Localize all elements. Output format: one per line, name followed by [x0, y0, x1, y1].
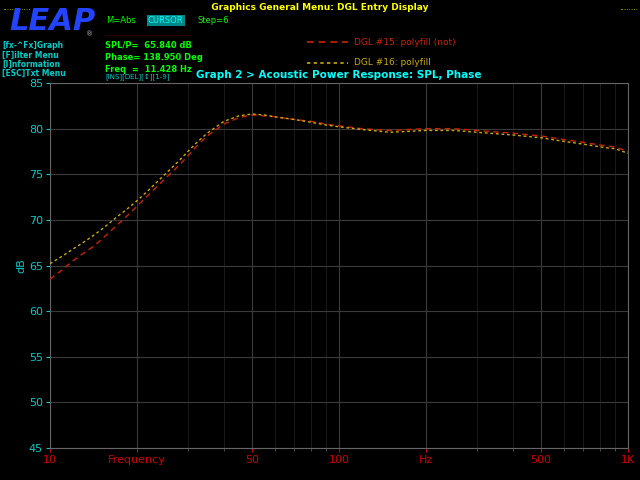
Text: SPL/P=  65.840 dB: SPL/P= 65.840 dB: [105, 41, 192, 50]
Text: ..........................................: ........................................…: [105, 32, 189, 37]
Text: Graphics General Menu: DGL Entry Display: Graphics General Menu: DGL Entry Display: [205, 2, 435, 12]
Text: Freq  =  11.428 Hz: Freq = 11.428 Hz: [105, 65, 192, 74]
Text: Step=6: Step=6: [198, 16, 230, 25]
Text: LEAP: LEAP: [9, 8, 95, 36]
Text: ®: ®: [86, 31, 93, 37]
Text: [ESC]Txt Menu: [ESC]Txt Menu: [2, 69, 66, 77]
Text: M=Abs: M=Abs: [106, 16, 136, 25]
Text: DGL #15: polyfill (not): DGL #15: polyfill (not): [355, 38, 456, 47]
Text: Graph 2 > Acoustic Power Response: SPL, Phase: Graph 2 > Acoustic Power Response: SPL, …: [196, 70, 482, 80]
Text: ............: ............: [2, 2, 31, 12]
Y-axis label: dB: dB: [16, 258, 26, 273]
Text: CURSOR: CURSOR: [148, 16, 184, 25]
Text: Phase= 138.950 Deg: Phase= 138.950 Deg: [105, 53, 203, 62]
Text: DGL #16: polyfill: DGL #16: polyfill: [355, 58, 431, 67]
Text: ........: ........: [619, 2, 638, 12]
Text: [F]ilter Menu: [F]ilter Menu: [2, 50, 59, 60]
Text: [I]nformation: [I]nformation: [2, 60, 60, 69]
Text: [INS][DEL][↕][1-9]: [INS][DEL][↕][1-9]: [105, 73, 170, 80]
Text: [fx-^Fx]Graph: [fx-^Fx]Graph: [2, 41, 63, 50]
